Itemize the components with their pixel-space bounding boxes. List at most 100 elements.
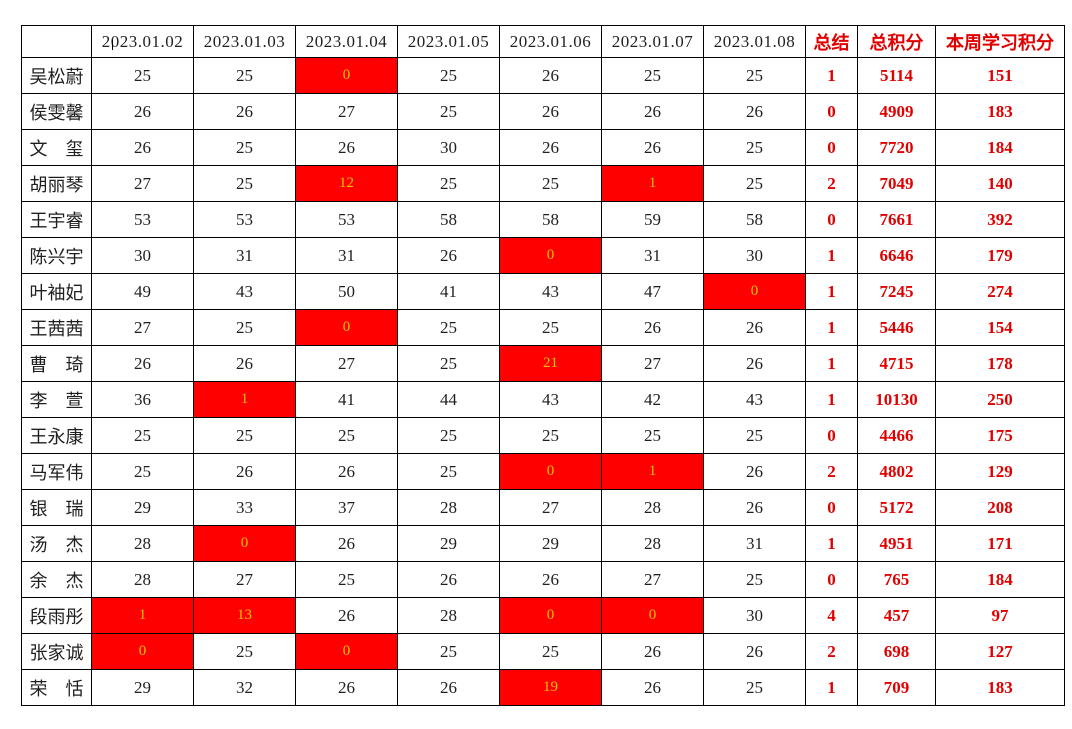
score-cell: 25 xyxy=(397,309,500,346)
score-cell-highlighted: 0 xyxy=(295,633,398,670)
score-cell: 25 xyxy=(499,633,602,670)
score-cell: 50 xyxy=(295,273,398,310)
total-points: 7245 xyxy=(857,273,936,310)
student-row: 王永康 25 25 25 25 25 25 25 0 4466 175 xyxy=(21,417,1065,454)
score-cell: 41 xyxy=(295,381,398,418)
score-cell: 25 xyxy=(703,561,806,598)
score-cell: 43 xyxy=(193,273,296,310)
score-cell-highlighted: 0 xyxy=(295,309,398,346)
student-name: 汤 杰 xyxy=(21,525,92,562)
student-row: 李 萱 36 1 41 44 43 42 43 1 10130 250 xyxy=(21,381,1065,418)
score-cell: 26 xyxy=(295,453,398,490)
score-cell: 47 xyxy=(601,273,704,310)
table-body: 吴松蔚 25 25 0 25 26 25 25 1 5114 151 侯雯馨 26 26 27 25 26 26 2… xyxy=(21,57,1065,706)
student-row: 陈兴宇 30 31 31 26 0 31 30 1 6646 179 xyxy=(21,237,1065,274)
student-row: 汤 杰 28 0 26 29 29 28 31 1 4951 171 xyxy=(21,525,1065,562)
score-cell: 26 xyxy=(601,93,704,130)
summary-count: 1 xyxy=(805,345,858,382)
score-cell: 26 xyxy=(703,489,806,526)
score-cell-highlighted: 0 xyxy=(91,633,194,670)
score-cell: 26 xyxy=(91,93,194,130)
student-name: 马军伟 xyxy=(21,453,92,490)
summary-count: 0 xyxy=(805,489,858,526)
score-cell: 49 xyxy=(91,273,194,310)
score-cell: 25 xyxy=(601,417,704,454)
score-cell: 28 xyxy=(397,489,500,526)
score-cell: 36 xyxy=(91,381,194,418)
score-cell: 25 xyxy=(397,93,500,130)
student-row: 荣 恬 29 32 26 26 19 26 25 1 709 183 xyxy=(21,669,1065,706)
weekly-points: 274 xyxy=(935,273,1065,310)
total-points: 5172 xyxy=(857,489,936,526)
score-cell: 26 xyxy=(193,93,296,130)
student-name: 叶袖妃 xyxy=(21,273,92,310)
score-cell-highlighted: 0 xyxy=(295,57,398,94)
column-header-date: 2023.01.07 xyxy=(601,25,704,58)
weekly-points: 179 xyxy=(935,237,1065,274)
score-cell: 27 xyxy=(91,165,194,202)
total-points: 4951 xyxy=(857,525,936,562)
score-cell: 27 xyxy=(193,561,296,598)
score-cell: 31 xyxy=(601,237,704,274)
score-cell: 25 xyxy=(91,453,194,490)
corner-cell xyxy=(21,25,92,58)
score-cell: 28 xyxy=(601,489,704,526)
score-cell: 26 xyxy=(499,93,602,130)
score-cell: 53 xyxy=(91,201,194,238)
score-cell: 25 xyxy=(397,453,500,490)
student-name: 银 瑞 xyxy=(21,489,92,526)
weekly-points: 151 xyxy=(935,57,1065,94)
score-cell: 26 xyxy=(91,345,194,382)
total-points: 765 xyxy=(857,561,936,598)
student-row: 马军伟 25 26 26 25 0 1 26 2 4802 129 xyxy=(21,453,1065,490)
score-cell: 25 xyxy=(295,561,398,598)
score-cell: 26 xyxy=(193,453,296,490)
score-cell: 30 xyxy=(703,237,806,274)
score-cell: 26 xyxy=(193,345,296,382)
summary-count: 0 xyxy=(805,417,858,454)
score-cell: 25 xyxy=(193,57,296,94)
total-points: 4909 xyxy=(857,93,936,130)
score-cell-highlighted: 1 xyxy=(91,597,194,634)
student-row: 吴松蔚 25 25 0 25 26 25 25 1 5114 151 xyxy=(21,57,1065,94)
score-cell: 29 xyxy=(91,489,194,526)
column-header-summary: 总积分 xyxy=(857,25,936,58)
score-cell: 26 xyxy=(703,309,806,346)
score-cell: 25 xyxy=(193,633,296,670)
total-points: 4715 xyxy=(857,345,936,382)
weekly-points: 183 xyxy=(935,93,1065,130)
score-cell: 59 xyxy=(601,201,704,238)
score-cell: 25 xyxy=(703,669,806,706)
score-cell: 25 xyxy=(91,57,194,94)
score-cell: 30 xyxy=(703,597,806,634)
score-cell-highlighted: 21 xyxy=(499,345,602,382)
student-name: 段雨彤 xyxy=(21,597,92,634)
score-cell: 25 xyxy=(703,57,806,94)
score-cell: 42 xyxy=(601,381,704,418)
score-cell: 26 xyxy=(601,669,704,706)
score-cell: 28 xyxy=(601,525,704,562)
score-cell: 26 xyxy=(295,669,398,706)
score-cell: 25 xyxy=(703,165,806,202)
weekly-points: 184 xyxy=(935,129,1065,166)
score-cell: 37 xyxy=(295,489,398,526)
student-name: 张家诚 xyxy=(21,633,92,670)
score-cell-highlighted: 0 xyxy=(601,597,704,634)
weekly-points: 175 xyxy=(935,417,1065,454)
student-row: 曹 琦 26 26 27 25 21 27 26 1 4715 178 xyxy=(21,345,1065,382)
summary-count: 2 xyxy=(805,165,858,202)
score-cell: 28 xyxy=(397,597,500,634)
score-cell: 41 xyxy=(397,273,500,310)
student-row: 王茜茜 27 25 0 25 25 26 26 1 5446 154 xyxy=(21,309,1065,346)
score-cell: 26 xyxy=(601,633,704,670)
total-points: 457 xyxy=(857,597,936,634)
score-cell: 26 xyxy=(703,633,806,670)
weekly-points: 154 xyxy=(935,309,1065,346)
scores-table: 2023.01.02 2023.01.03 2023.01.04 2023.01.05… xyxy=(21,25,1065,706)
weekly-points: 127 xyxy=(935,633,1065,670)
score-cell: 28 xyxy=(91,525,194,562)
weekly-points: 171 xyxy=(935,525,1065,562)
weekly-points: 129 xyxy=(935,453,1065,490)
score-cell: 25 xyxy=(193,129,296,166)
table-header: 2023.01.02 2023.01.03 2023.01.04 2023.01.05… xyxy=(21,25,1065,58)
